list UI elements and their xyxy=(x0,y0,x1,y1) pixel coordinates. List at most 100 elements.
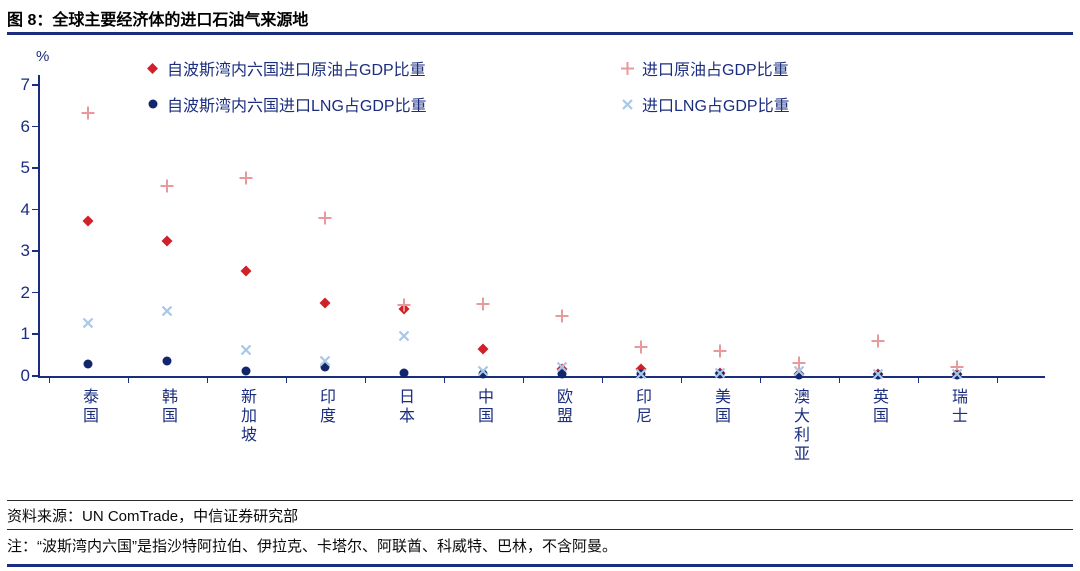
y-axis-tick xyxy=(32,250,38,252)
y-axis-line xyxy=(38,75,40,376)
plus-data-point xyxy=(397,298,411,312)
y-axis-tick xyxy=(32,167,38,169)
plus-data-point xyxy=(318,211,332,225)
diamond-data-point xyxy=(82,215,94,227)
x-category-label: 美国 xyxy=(712,388,729,426)
x-axis-tick xyxy=(443,378,445,383)
x-axis-tick xyxy=(917,378,919,383)
circle-data-point xyxy=(241,366,251,376)
circle-data-point xyxy=(399,368,409,378)
x-data-point xyxy=(951,369,963,380)
plus-data-point xyxy=(239,171,253,185)
y-axis-tick xyxy=(32,291,38,294)
plus-data-point xyxy=(476,297,490,311)
bottom-divider xyxy=(7,564,1073,567)
y-axis-tick xyxy=(32,125,38,128)
plus-data-point xyxy=(871,334,885,348)
circle-marker-icon xyxy=(145,99,160,109)
x-axis-tick xyxy=(364,378,366,383)
y-axis-tick xyxy=(32,375,38,377)
x-axis-tick xyxy=(127,378,129,383)
x-category-label: 新加坡 xyxy=(238,388,255,445)
x-data-point xyxy=(82,317,94,329)
x-axis-tick xyxy=(48,378,50,383)
diamond-marker-icon xyxy=(145,62,160,74)
x-axis-tick xyxy=(680,378,682,383)
plus-marker-icon xyxy=(620,61,635,75)
legend-label: 进口原油占GDP比重 xyxy=(642,62,789,79)
footer-mid-divider xyxy=(7,529,1073,530)
x-data-point xyxy=(319,355,331,367)
legend-item-total-lng: 进口LNG占GDP比重 xyxy=(620,93,790,115)
circle-data-point xyxy=(478,369,488,379)
x-axis-tick xyxy=(285,378,287,383)
x-axis-tick xyxy=(996,378,998,383)
y-axis-tick xyxy=(32,208,38,211)
x-axis-tick xyxy=(601,378,603,383)
x-axis-tick xyxy=(206,378,208,383)
x-category-label: 印度 xyxy=(317,388,334,426)
x-axis-tick xyxy=(759,378,761,383)
x-category-label: 澳大利亚 xyxy=(791,388,808,464)
y-tick-label: 1 xyxy=(20,324,30,344)
diamond-data-point xyxy=(319,297,331,309)
figure-title: 图 8：全球主要经济体的进口石油气来源地 xyxy=(7,12,309,29)
y-tick-label: 6 xyxy=(20,116,30,136)
y-tick-label: 4 xyxy=(20,199,30,219)
diamond-data-point xyxy=(240,265,252,277)
x-axis-tick xyxy=(838,378,840,383)
plus-data-point xyxy=(160,179,174,193)
title-divider xyxy=(7,32,1073,35)
legend-item-total-crude: 进口原油占GDP比重 xyxy=(620,57,789,79)
circle-data-point xyxy=(557,369,567,379)
plus-data-point xyxy=(713,344,727,358)
circle-data-point xyxy=(83,359,93,369)
x-data-point xyxy=(398,330,410,342)
y-tick-label: 0 xyxy=(20,366,30,385)
footnote-text: 注：“波斯湾内六国”是指沙特阿拉伯、伊拉克、卡塔尔、阿联酋、科威特、巴林，不含阿… xyxy=(7,538,617,555)
plus-data-point xyxy=(634,340,648,354)
x-marker-icon xyxy=(620,98,635,110)
x-data-point xyxy=(161,305,173,317)
legend-label: 自波斯湾内六国进口LNG占GDP比重 xyxy=(167,98,427,115)
plus-data-point xyxy=(81,106,95,120)
legend-item-gulf-crude: 自波斯湾内六国进口原油占GDP比重 xyxy=(145,57,426,79)
legend-item-gulf-lng: 自波斯湾内六国进口LNG占GDP比重 xyxy=(145,93,427,115)
x-data-point xyxy=(477,365,489,377)
x-data-point xyxy=(240,344,252,356)
circle-data-point xyxy=(162,356,172,366)
x-data-point xyxy=(556,361,568,373)
y-tick-label: 5 xyxy=(20,158,30,178)
x-category-label: 印尼 xyxy=(633,388,650,426)
y-tick-label: 7 xyxy=(20,75,30,94)
x-data-point xyxy=(793,365,805,377)
y-tick-label: 2 xyxy=(20,282,30,302)
y-axis-unit-label: % xyxy=(36,48,50,65)
x-data-point xyxy=(714,367,726,379)
legend-label: 自波斯湾内六国进口原油占GDP比重 xyxy=(167,62,426,79)
y-axis-tick xyxy=(32,333,38,335)
x-data-point xyxy=(635,368,647,379)
x-category-label: 瑞士 xyxy=(949,388,966,426)
y-tick-label: 3 xyxy=(20,241,30,261)
x-data-point xyxy=(872,368,884,379)
x-axis-line xyxy=(38,376,1045,378)
footer-top-divider xyxy=(7,500,1073,501)
x-category-label: 韩国 xyxy=(159,388,176,426)
diamond-data-point xyxy=(477,343,489,355)
x-category-label: 欧盟 xyxy=(554,388,571,426)
data-source-text: 资料来源：UN ComTrade，中信证券研究部 xyxy=(7,508,299,525)
y-axis-tick xyxy=(32,84,38,86)
plus-data-point xyxy=(555,309,569,323)
x-category-label: 泰国 xyxy=(80,388,97,426)
x-axis-tick xyxy=(522,378,524,383)
x-category-label: 日本 xyxy=(396,388,413,426)
legend-label: 进口LNG占GDP比重 xyxy=(642,98,790,115)
diamond-data-point xyxy=(161,235,173,247)
plus-data-point xyxy=(792,356,806,370)
x-category-label: 中国 xyxy=(475,388,492,426)
x-category-label: 英国 xyxy=(870,388,887,426)
